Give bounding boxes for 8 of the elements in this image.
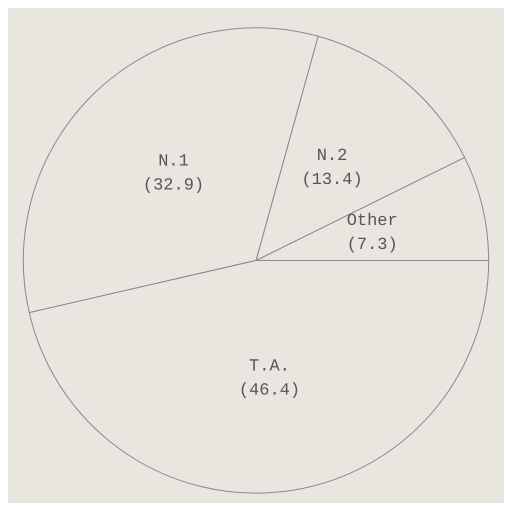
data-label: (32.9) — [142, 176, 204, 196]
slice-label: Other — [346, 212, 398, 231]
data-label: (7.3) — [346, 236, 398, 255]
data-label: (46.4) — [238, 382, 300, 401]
slice-label: N.1 — [158, 152, 189, 172]
slice-label: N.2 — [316, 147, 348, 166]
data-label: (13.4) — [301, 171, 363, 190]
slice-label: T.A. — [249, 358, 290, 377]
